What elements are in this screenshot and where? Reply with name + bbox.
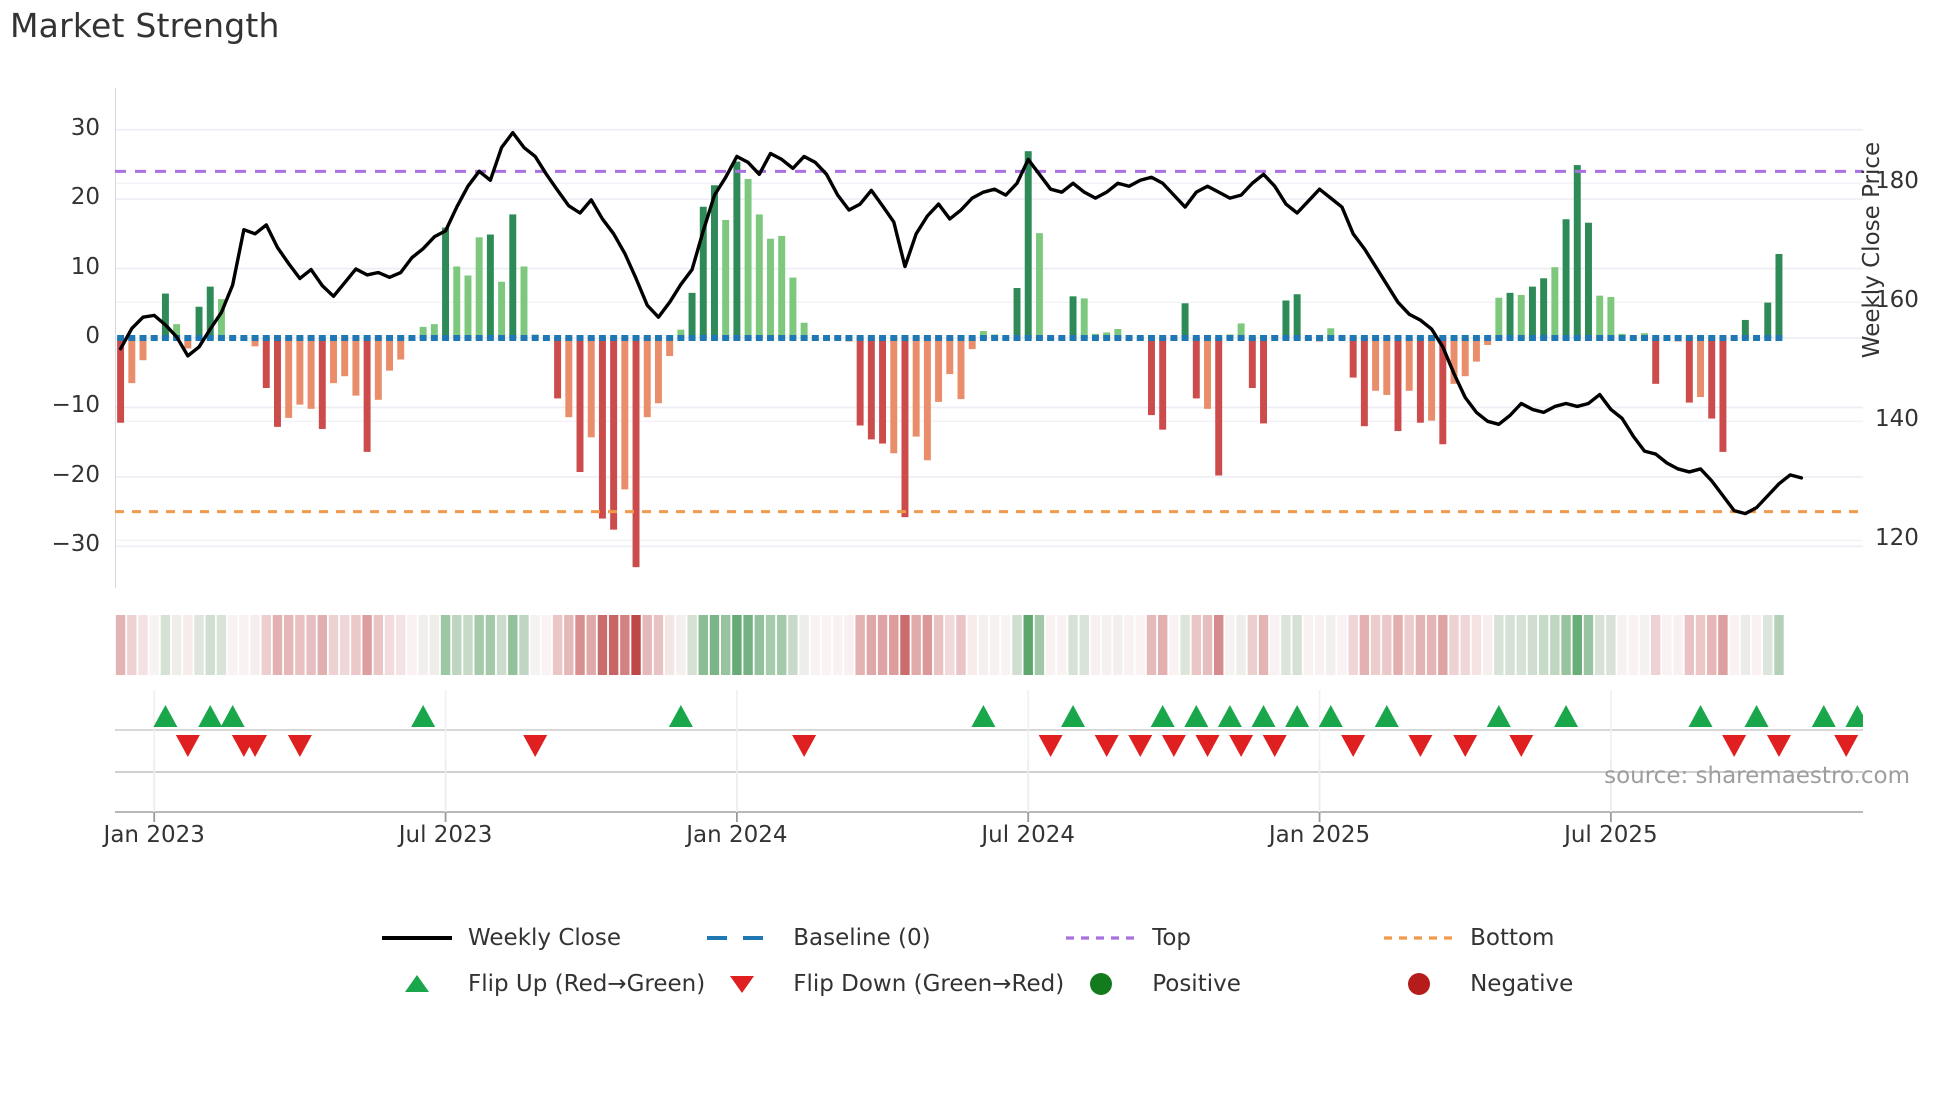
flip-up-marker xyxy=(1217,705,1242,727)
flip-down-marker xyxy=(1834,735,1859,757)
legend-item-flip-down[interactable]: Flip Down (Green→Red) xyxy=(705,971,1064,997)
flip-up-marker xyxy=(1374,705,1399,727)
flip-up-marker xyxy=(1251,705,1276,727)
flip-down-marker xyxy=(287,735,312,757)
flip-up-marker xyxy=(1811,705,1836,727)
flip-down-marker xyxy=(1161,735,1186,757)
flip-down-marker xyxy=(1408,735,1433,757)
legend-item-top[interactable]: Top xyxy=(1064,925,1382,951)
legend-item-baseline[interactable]: Baseline (0) xyxy=(705,925,1064,951)
x-axis-lines xyxy=(115,760,1863,822)
left-tick--10: −10 xyxy=(51,392,100,419)
x-tick-label: Jul 2024 xyxy=(981,822,1076,848)
flip-down-marker xyxy=(1094,735,1119,757)
left-tick-20: 20 xyxy=(70,184,100,211)
flip-markers-plot xyxy=(115,690,1870,770)
x-tick-label: Jan 2024 xyxy=(686,822,788,848)
main-chart-panel xyxy=(115,88,1863,588)
flip-down-marker xyxy=(1509,735,1534,757)
flip-up-marker xyxy=(1285,705,1310,727)
flip-up-marker xyxy=(1486,705,1511,727)
triangle-down-red-icon xyxy=(705,971,779,997)
flip-down-marker xyxy=(1766,735,1791,757)
flip-up-marker xyxy=(668,705,693,727)
legend-item-flip-up[interactable]: Flip Up (Red→Green) xyxy=(380,971,705,997)
left-tick-10: 10 xyxy=(70,253,100,280)
line-solid-black-icon xyxy=(380,925,454,951)
flip-up-marker xyxy=(411,705,436,727)
line-dotted-purple-icon xyxy=(1064,925,1138,951)
flip-up-marker xyxy=(1184,705,1209,727)
flip-down-marker xyxy=(243,735,268,757)
legend-label: Flip Up (Red→Green) xyxy=(468,971,706,997)
left-tick-30: 30 xyxy=(70,114,100,141)
flip-up-marker xyxy=(1845,705,1870,727)
x-axis-panel: Jan 2023 Jul 2023 Jan 2024 Jul 2024 Jan 2025… xyxy=(104,760,1863,870)
triangle-up-green-icon xyxy=(380,971,454,997)
x-tick-label: Jan 2025 xyxy=(1268,822,1371,848)
heat-strip-panel xyxy=(115,615,1863,675)
flip-down-marker xyxy=(1722,735,1747,757)
left-tick--20: −20 xyxy=(51,461,100,488)
legend-item-negative[interactable]: Negative xyxy=(1382,971,1700,997)
right-tick-160: 160 xyxy=(1875,287,1919,314)
flip-up-marker xyxy=(1744,705,1769,727)
x-tick-label: Jul 2023 xyxy=(398,822,493,848)
flip-up-marker xyxy=(1688,705,1713,727)
flip-up-marker xyxy=(1150,705,1175,727)
flip-up-marker xyxy=(220,705,245,727)
legend-label: Top xyxy=(1152,925,1192,951)
dot-green-icon xyxy=(1064,971,1138,997)
legend-item-bottom[interactable]: Bottom xyxy=(1382,925,1700,951)
flip-up-marker xyxy=(1318,705,1343,727)
right-tick-180: 180 xyxy=(1875,168,1919,195)
source-attribution: source: sharemaestro.com xyxy=(1604,763,1910,789)
flip-down-marker xyxy=(1195,735,1220,757)
flip-down-marker xyxy=(175,735,200,757)
flip-up-marker xyxy=(1061,705,1086,727)
flip-down-marker xyxy=(1341,735,1366,757)
flip-up-marker xyxy=(1554,705,1579,727)
legend-item-positive[interactable]: Positive xyxy=(1064,971,1382,997)
flip-up-marker xyxy=(198,705,223,727)
chart-legend: Weekly Close Baseline (0) Top Bottom Flip Up… xyxy=(380,925,1700,997)
x-tick-label: Jul 2025 xyxy=(1564,822,1658,848)
right-tick-140: 140 xyxy=(1875,406,1919,433)
legend-label: Baseline (0) xyxy=(793,925,931,951)
flip-down-marker xyxy=(1229,735,1254,757)
flip-markers-panel xyxy=(115,690,1870,770)
flip-down-marker xyxy=(1128,735,1153,757)
x-tick-label: Jan 2023 xyxy=(103,822,205,848)
left-tick-0: 0 xyxy=(85,323,100,349)
legend-label: Negative xyxy=(1470,971,1574,997)
flip-up-marker xyxy=(971,705,996,727)
flip-down-marker xyxy=(792,735,817,757)
legend-label: Positive xyxy=(1152,971,1241,997)
legend-label: Bottom xyxy=(1470,925,1555,951)
flip-down-marker xyxy=(1038,735,1063,757)
strength-heat-strip xyxy=(115,615,1784,675)
flip-up-marker xyxy=(153,705,178,727)
market-strength-plot xyxy=(115,88,1863,588)
line-dotted-orange-icon xyxy=(1382,925,1456,951)
left-tick--30: −30 xyxy=(51,531,100,558)
flip-down-marker xyxy=(1453,735,1478,757)
right-tick-120: 120 xyxy=(1875,525,1919,552)
legend-label: Weekly Close xyxy=(468,925,621,951)
dot-red-icon xyxy=(1382,971,1456,997)
legend-label: Flip Down (Green→Red) xyxy=(793,971,1065,997)
flip-down-marker xyxy=(523,735,548,757)
line-dashed-blue-icon xyxy=(705,925,779,951)
page-title: Market Strength xyxy=(10,6,280,45)
legend-item-weekly-close[interactable]: Weekly Close xyxy=(380,925,705,951)
flip-down-marker xyxy=(1262,735,1287,757)
